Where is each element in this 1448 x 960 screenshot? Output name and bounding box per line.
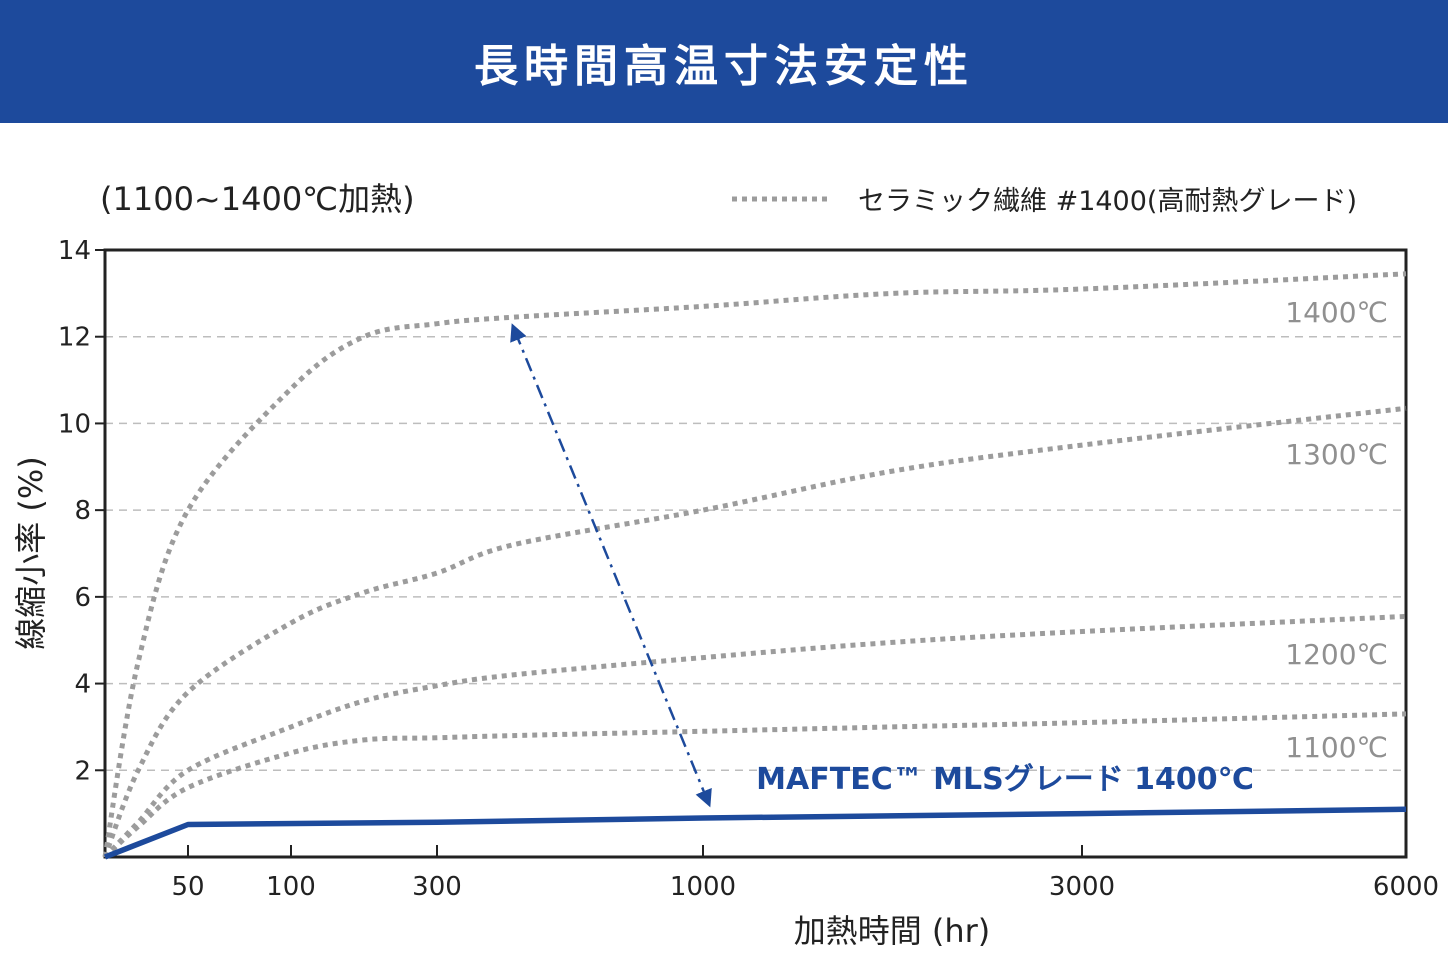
series-label: 1300℃: [1285, 438, 1388, 471]
page-title: 長時間高温寸法安定性: [474, 40, 974, 92]
x-tick-label: 300: [412, 872, 462, 902]
annotation-layer: [510, 323, 712, 808]
series-line-ceramic-0: [102, 271, 1407, 858]
y-tick-label: 14: [58, 236, 91, 266]
x-tick-label: 50: [171, 872, 204, 902]
comparison-arrow: [510, 323, 712, 808]
chart-subtitle: (1100~1400℃加熱): [100, 180, 415, 218]
y-axis: 2 4 6 8 10 12 14: [58, 236, 105, 786]
y-tick-label: 6: [74, 583, 91, 613]
y-tick-label: 2: [74, 756, 91, 786]
title-banner: 長時間高温寸法安定性: [0, 0, 1448, 123]
x-tick-label: 1000: [670, 872, 736, 902]
x-tick-label: 6000: [1373, 872, 1439, 902]
y-tick-label: 8: [74, 496, 91, 526]
gridlines: [105, 335, 1406, 772]
y-tick-label: 10: [58, 409, 91, 439]
series-line-ceramic-1: [102, 405, 1407, 858]
x-axis: 50 100 300 1000 3000 6000: [171, 845, 1439, 902]
legend: セラミック繊維 #1400(高耐熱グレード): [732, 186, 1357, 217]
y-tick-label: 4: [74, 670, 91, 700]
x-tick-label: 3000: [1049, 872, 1115, 902]
y-axis-title: 線縮小率 (%): [12, 456, 50, 650]
series-labels: 1400℃ 1300℃ 1200℃ 1100℃ MAFTEC™ MLSグレード 1400…: [756, 296, 1388, 797]
y-tick-label: 12: [58, 323, 91, 353]
series-line-mls: [103, 806, 1407, 860]
series-label-mls: MAFTEC™ MLSグレード 1400℃: [756, 762, 1254, 797]
plot-frame: [103, 248, 1408, 859]
x-axis-title: 加熱時間 (hr): [794, 912, 991, 950]
series-label: 1200℃: [1285, 638, 1388, 671]
legend-label: セラミック繊維 #1400(高耐熱グレード): [858, 186, 1357, 217]
series-label: 1100℃: [1285, 731, 1388, 764]
x-tick-label: 100: [266, 872, 316, 902]
series-label: 1400℃: [1285, 296, 1388, 329]
